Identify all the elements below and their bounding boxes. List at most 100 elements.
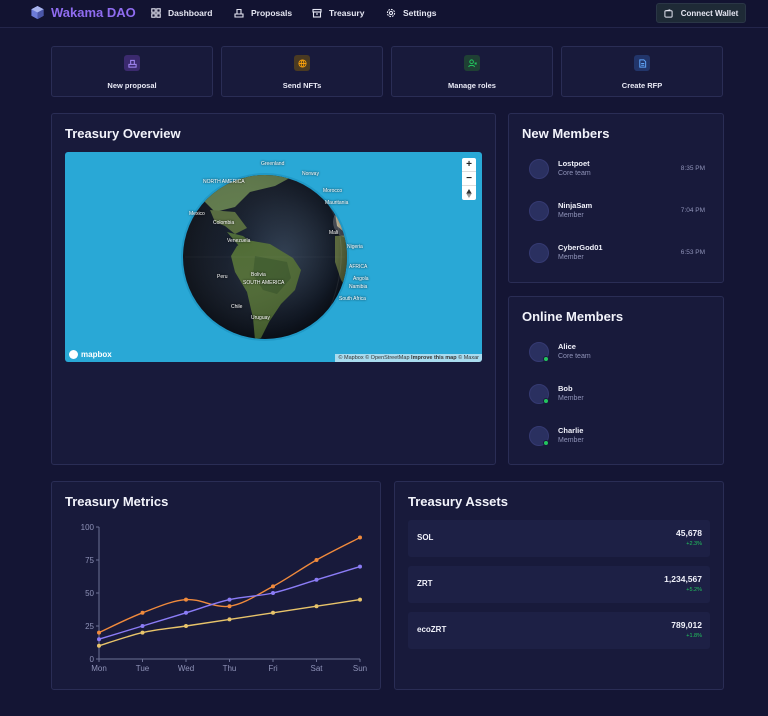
data-point[interactable] (314, 558, 319, 562)
data-point[interactable] (314, 604, 319, 609)
new-members-title: New Members (522, 126, 610, 141)
asset-row-zrt[interactable]: ZRT 1,234,567 +5.2% (408, 566, 710, 603)
x-tick-label: Fri (268, 664, 278, 673)
connect-wallet-button[interactable]: Connect Wallet (656, 3, 746, 23)
data-point[interactable] (184, 610, 188, 615)
member-role: Member (558, 395, 584, 402)
x-tick-label: Thu (223, 664, 237, 673)
asset-name: ecoZRT (417, 625, 447, 634)
online-member-row[interactable]: Alice Core team (529, 342, 705, 364)
action-label: New proposal (107, 81, 157, 90)
compass-button[interactable] (462, 186, 476, 200)
data-point[interactable] (97, 637, 101, 642)
nav-treasury[interactable]: Treasury (312, 8, 364, 18)
y-tick-label: 50 (85, 589, 94, 598)
top-nav: Wakama DAO Dashboard Proposals Treasury … (0, 0, 768, 28)
member-name: Bob (558, 384, 573, 393)
connect-wallet-label: Connect Wallet (680, 8, 739, 18)
member-role: Member (558, 254, 584, 261)
online-status-dot (543, 398, 549, 404)
online-status-dot (543, 356, 549, 362)
asset-change: +2.3% (686, 541, 702, 547)
asset-row-ecozrt[interactable]: ecoZRT 789,012 +1.8% (408, 612, 710, 649)
avatar (529, 243, 549, 263)
avatar (529, 159, 549, 179)
map-label: Mauritania (325, 200, 349, 206)
map-label: Mali (329, 230, 339, 236)
data-point[interactable] (140, 630, 145, 635)
data-point[interactable] (271, 610, 275, 615)
online-member-row[interactable]: Charlie Member (529, 426, 705, 448)
series-line-1 (98, 565, 361, 640)
avatar (529, 201, 549, 221)
treasury-map[interactable]: Greenland Norway NORTH AMERICA Mexico Ve… (65, 152, 482, 362)
asset-row-sol[interactable]: SOL 45,678 +2.3% (408, 520, 710, 557)
map-label: Angola (353, 276, 369, 282)
data-point[interactable] (140, 624, 145, 628)
globe (181, 173, 349, 341)
attribution-text[interactable]: © Mapbox © OpenStreetMap (338, 355, 410, 361)
map-label: NORTH AMERICA (203, 179, 245, 185)
map-label: Greenland (261, 161, 285, 167)
action-send-nfts[interactable]: Send NFTs (221, 46, 383, 97)
mapbox-logo-icon (69, 350, 78, 359)
map-label: Nigeria (347, 244, 363, 250)
data-point[interactable] (97, 643, 101, 648)
map-label: AFRICA (349, 264, 368, 270)
data-point[interactable] (358, 535, 362, 540)
online-member-row[interactable]: Bob Member (529, 384, 705, 406)
user-roles-icon (464, 55, 480, 71)
map-controls: + − (462, 158, 476, 200)
mapbox-logo[interactable]: mapbox (69, 350, 112, 359)
asset-value: 45,678 (676, 528, 702, 538)
document-icon (634, 55, 650, 71)
attribution-maxar[interactable]: © Maxar (458, 355, 479, 361)
vault-icon (312, 8, 322, 18)
improve-map-link[interactable]: Improve this map (411, 355, 457, 361)
data-point[interactable] (227, 604, 232, 609)
nav-dashboard[interactable]: Dashboard (151, 8, 212, 18)
action-new-proposal[interactable]: New proposal (51, 46, 213, 97)
map-label: Bolivia (251, 272, 266, 278)
asset-name: ZRT (417, 579, 433, 588)
data-point[interactable] (184, 624, 188, 628)
action-label: Manage roles (448, 81, 496, 90)
zoom-out-button[interactable]: − (462, 172, 476, 186)
data-point[interactable] (314, 577, 319, 582)
data-point[interactable] (271, 584, 275, 589)
map-label: Uruguay (251, 315, 270, 321)
member-row[interactable]: CyberGod01 Member 6:53 PM (529, 243, 705, 265)
member-role: Core team (558, 353, 591, 360)
brand[interactable]: Wakama DAO (30, 5, 136, 20)
action-create-rfp[interactable]: Create RFP (561, 46, 723, 97)
online-members-title: Online Members (522, 309, 624, 324)
member-time: 6:53 PM (680, 249, 705, 256)
treasury-overview-title: Treasury Overview (65, 126, 181, 141)
data-point[interactable] (271, 591, 275, 595)
member-row[interactable]: Lostpoet Core team 8:35 PM (529, 159, 705, 181)
grid-icon (151, 8, 161, 18)
nav-proposals[interactable]: Proposals (234, 8, 292, 18)
zoom-in-button[interactable]: + (462, 158, 476, 172)
member-row[interactable]: NinjaSam Member 7:04 PM (529, 201, 705, 223)
map-label: Colombia (213, 220, 235, 226)
treasury-assets-card: Treasury Assets SOL 45,678 +2.3% ZRT 1,2… (394, 481, 724, 690)
data-point[interactable] (358, 597, 362, 602)
y-tick-label: 75 (85, 556, 94, 565)
data-point[interactable] (227, 617, 232, 622)
nav-treasury-label: Treasury (329, 8, 365, 18)
data-point[interactable] (227, 597, 232, 602)
nav-settings[interactable]: Settings (386, 8, 437, 18)
asset-name: SOL (417, 533, 434, 542)
data-point[interactable] (97, 630, 101, 635)
data-point[interactable] (184, 597, 188, 602)
map-label: Venezuela (227, 238, 251, 244)
action-manage-roles[interactable]: Manage roles (391, 46, 553, 97)
x-tick-label: Sat (310, 664, 323, 673)
asset-change: +5.2% (686, 587, 702, 593)
cube-logo-icon (31, 5, 44, 20)
new-members-card: New Members Lostpoet Core team 8:35 PM N… (508, 113, 724, 283)
data-point[interactable] (358, 564, 362, 569)
x-tick-label: Sun (353, 664, 367, 673)
data-point[interactable] (140, 610, 145, 615)
